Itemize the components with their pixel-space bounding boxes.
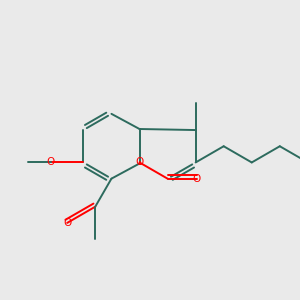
- Text: O: O: [63, 218, 71, 228]
- Text: O: O: [193, 174, 201, 184]
- Text: O: O: [47, 158, 55, 167]
- Text: O: O: [135, 158, 144, 167]
